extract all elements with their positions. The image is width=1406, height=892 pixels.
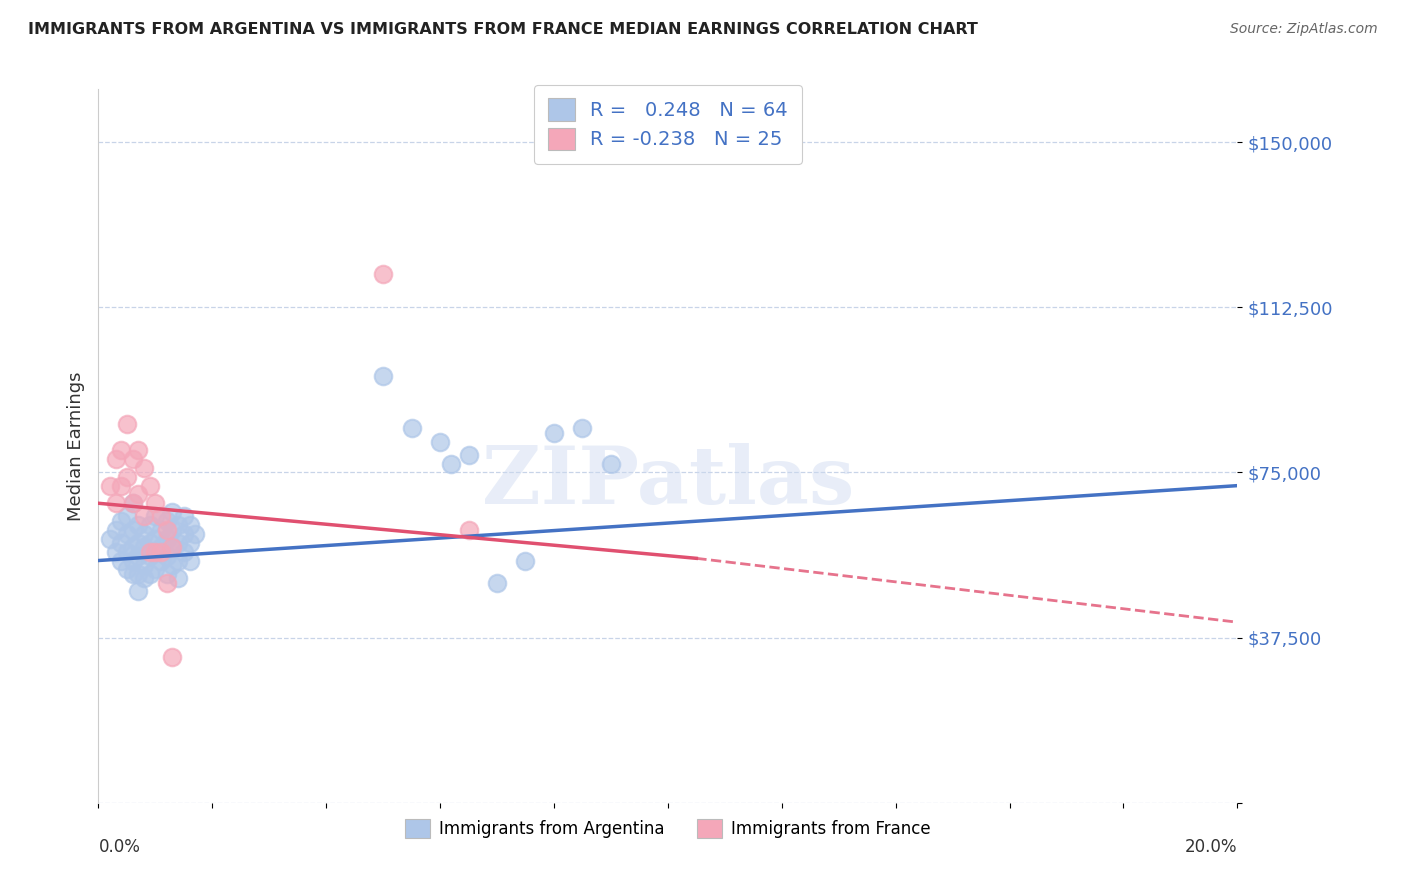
Legend: Immigrants from Argentina, Immigrants from France: Immigrants from Argentina, Immigrants fr… xyxy=(399,812,936,845)
Point xyxy=(486,575,509,590)
Point xyxy=(110,478,132,492)
Point xyxy=(110,553,132,567)
Point xyxy=(110,443,132,458)
Text: 20.0%: 20.0% xyxy=(1185,838,1237,856)
Point xyxy=(115,562,138,576)
Point xyxy=(179,536,201,550)
Point xyxy=(132,571,155,585)
Point xyxy=(121,553,143,567)
Text: 0.0%: 0.0% xyxy=(98,838,141,856)
Point xyxy=(167,553,190,567)
Point xyxy=(440,457,463,471)
Point xyxy=(156,532,179,546)
Point xyxy=(162,541,184,555)
Point xyxy=(138,478,160,492)
Point xyxy=(173,527,195,541)
Point xyxy=(145,545,167,559)
Point xyxy=(373,267,395,281)
Point xyxy=(138,518,160,533)
Point xyxy=(127,584,149,599)
Point xyxy=(104,496,127,510)
Point xyxy=(115,470,138,484)
Point xyxy=(179,553,201,567)
Point xyxy=(162,523,184,537)
Point xyxy=(156,514,179,528)
Point xyxy=(104,452,127,467)
Point xyxy=(179,518,201,533)
Point xyxy=(121,496,143,510)
Point xyxy=(156,575,179,590)
Point xyxy=(132,527,155,541)
Point xyxy=(127,549,149,563)
Point xyxy=(167,518,190,533)
Point xyxy=(429,434,451,449)
Point xyxy=(98,532,121,546)
Point xyxy=(457,448,479,462)
Point xyxy=(145,509,167,524)
Point xyxy=(543,425,565,440)
Point xyxy=(150,523,173,537)
Point xyxy=(127,518,149,533)
Point xyxy=(600,457,623,471)
Point xyxy=(110,536,132,550)
Point xyxy=(401,421,423,435)
Point xyxy=(115,417,138,431)
Point xyxy=(145,545,167,559)
Point xyxy=(132,558,155,572)
Text: Source: ZipAtlas.com: Source: ZipAtlas.com xyxy=(1230,22,1378,37)
Point xyxy=(150,553,173,567)
Point xyxy=(121,566,143,581)
Point xyxy=(127,566,149,581)
Point xyxy=(138,549,160,563)
Point xyxy=(145,496,167,510)
Point xyxy=(132,461,155,475)
Point xyxy=(127,487,149,501)
Point xyxy=(138,536,160,550)
Point xyxy=(121,452,143,467)
Point xyxy=(127,536,149,550)
Point xyxy=(104,523,127,537)
Point xyxy=(184,527,207,541)
Point xyxy=(110,514,132,528)
Point xyxy=(132,509,155,524)
Point xyxy=(145,562,167,576)
Point xyxy=(115,545,138,559)
Text: ZIPatlas: ZIPatlas xyxy=(482,442,853,521)
Point xyxy=(121,496,143,510)
Point xyxy=(104,545,127,559)
Point xyxy=(156,523,179,537)
Point xyxy=(150,541,173,555)
Point xyxy=(162,650,184,665)
Point xyxy=(162,505,184,519)
Point xyxy=(98,478,121,492)
Point xyxy=(162,541,184,555)
Point xyxy=(121,541,143,555)
Point xyxy=(156,566,179,581)
Point xyxy=(167,536,190,550)
Point xyxy=(150,509,173,524)
Point xyxy=(162,558,184,572)
Point xyxy=(138,545,160,559)
Point xyxy=(145,532,167,546)
Y-axis label: Median Earnings: Median Earnings xyxy=(66,371,84,521)
Point xyxy=(127,443,149,458)
Point xyxy=(156,549,179,563)
Point xyxy=(373,368,395,383)
Point xyxy=(515,553,537,567)
Point xyxy=(138,566,160,581)
Point xyxy=(150,545,173,559)
Text: IMMIGRANTS FROM ARGENTINA VS IMMIGRANTS FROM FRANCE MEDIAN EARNINGS CORRELATION : IMMIGRANTS FROM ARGENTINA VS IMMIGRANTS … xyxy=(28,22,979,37)
Point xyxy=(115,527,138,541)
Point xyxy=(571,421,593,435)
Point xyxy=(457,523,479,537)
Point xyxy=(121,523,143,537)
Point xyxy=(173,545,195,559)
Point xyxy=(173,509,195,524)
Point xyxy=(167,571,190,585)
Point xyxy=(132,541,155,555)
Point xyxy=(115,509,138,524)
